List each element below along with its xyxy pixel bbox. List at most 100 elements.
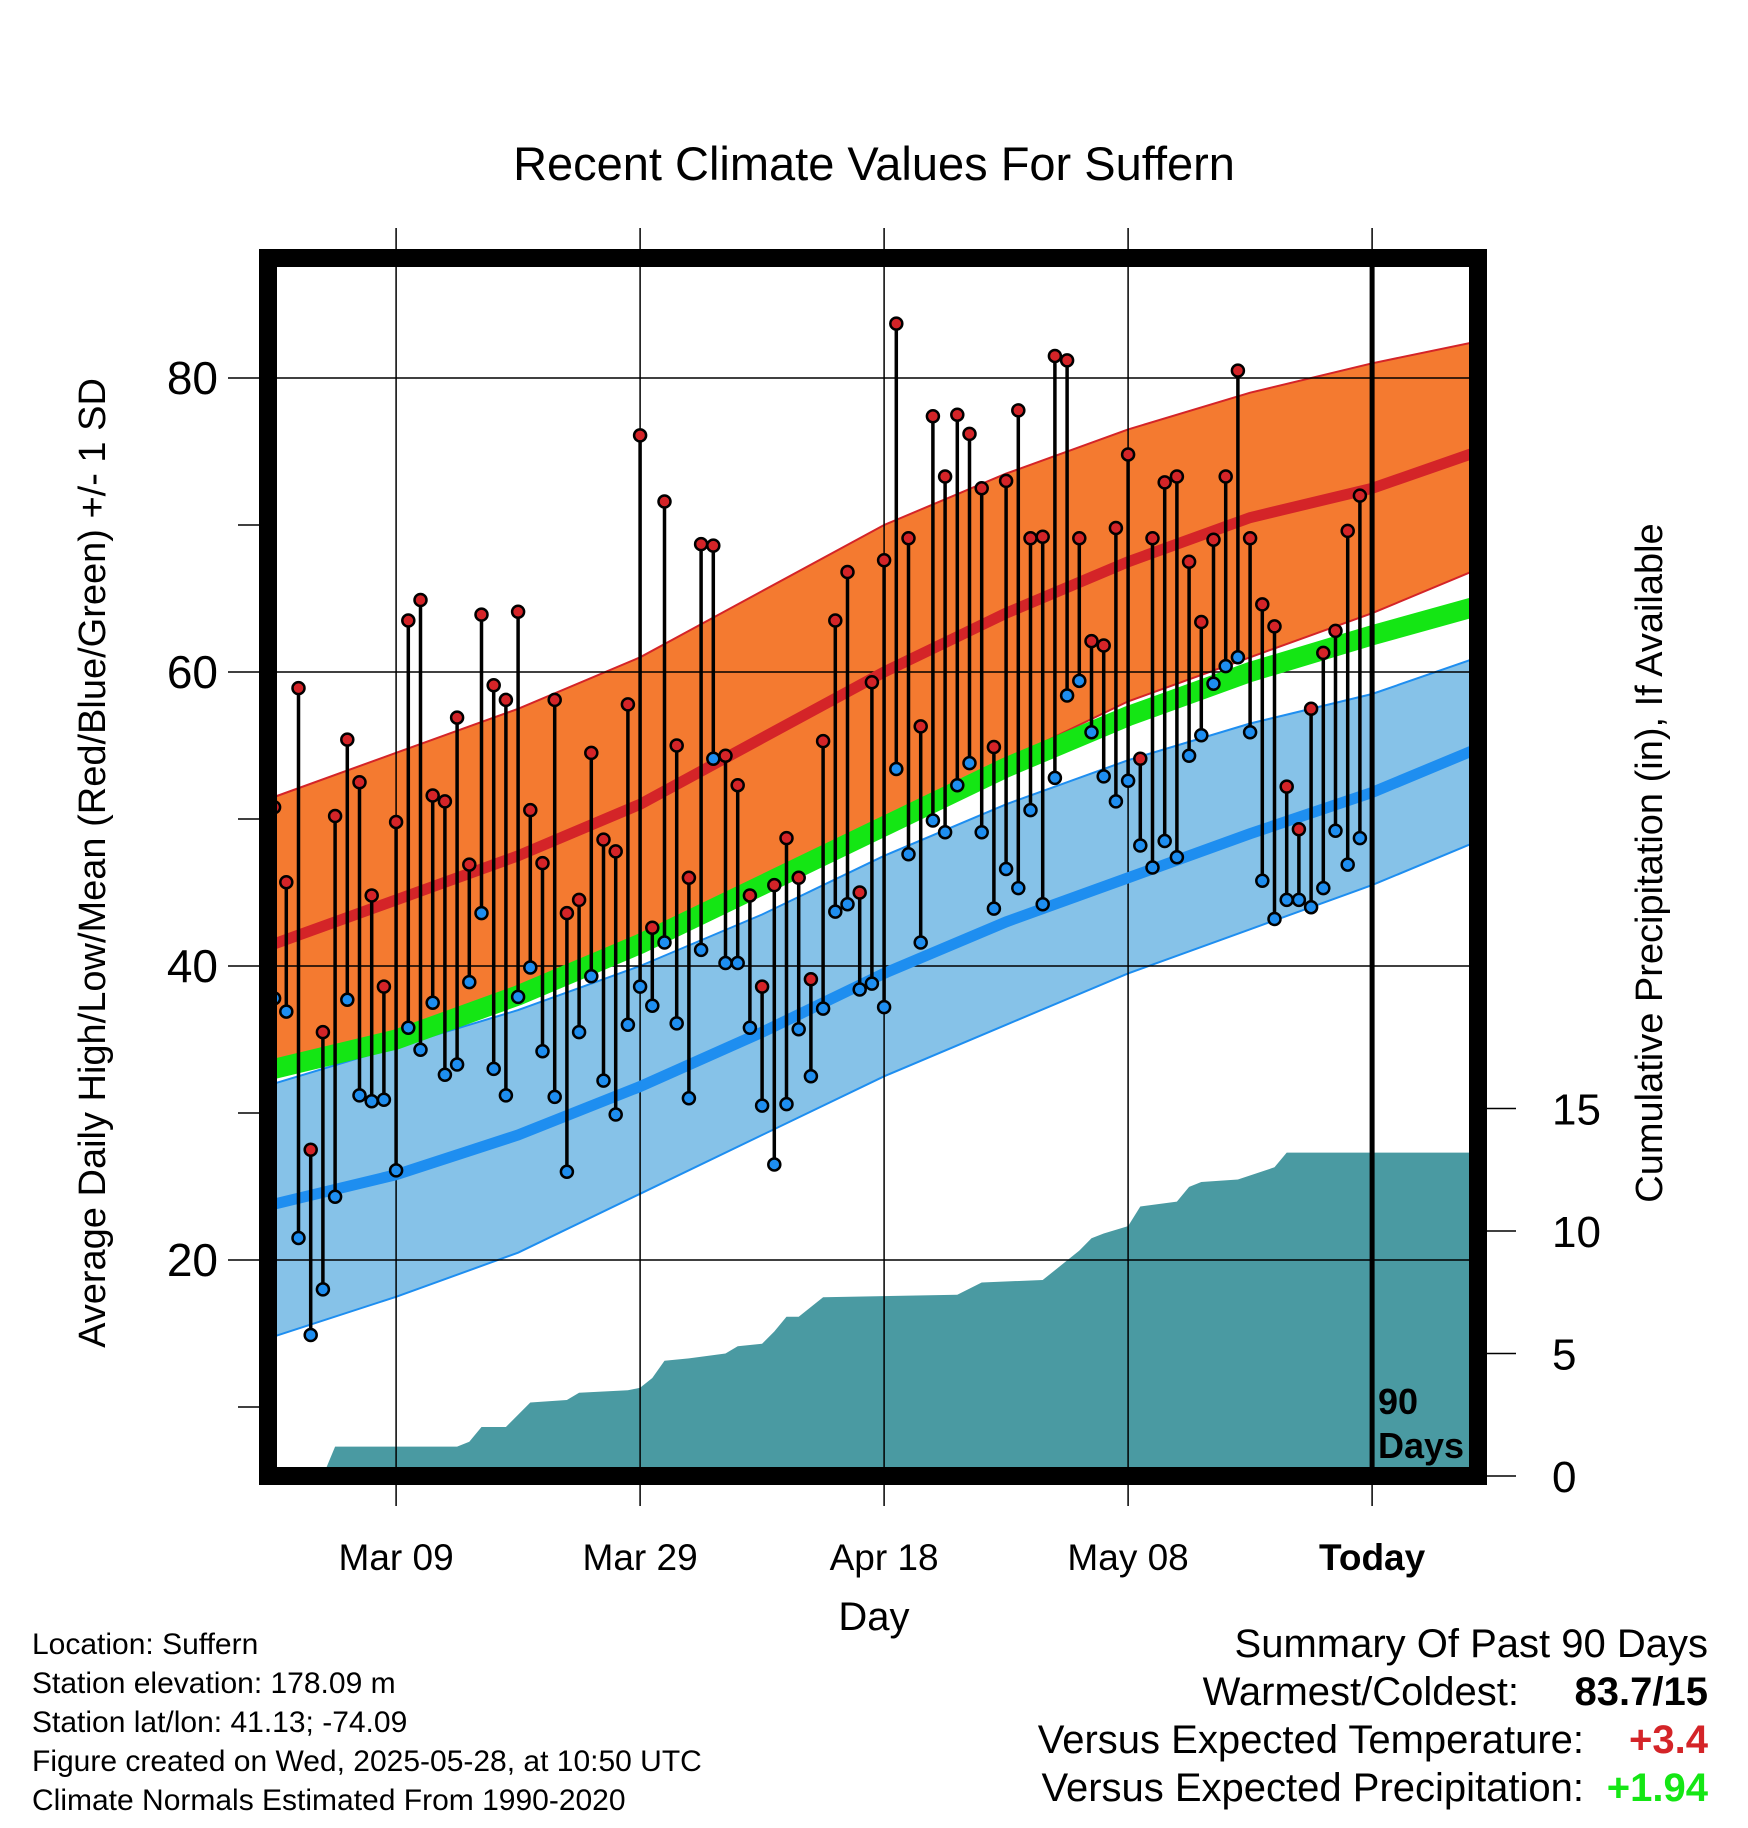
daily-low-point <box>1145 860 1160 875</box>
daily-low-point <box>303 1327 318 1343</box>
daily-high-point <box>645 920 660 936</box>
daily-low-point <box>1352 830 1368 846</box>
daily-low-point <box>693 942 709 958</box>
daily-high-point <box>974 481 989 496</box>
daily-low-point <box>376 1092 392 1108</box>
daily-high-point <box>388 814 404 830</box>
daily-high-point <box>376 979 392 994</box>
daily-high-point <box>864 675 880 690</box>
daily-high-point <box>498 692 514 708</box>
daily-high-point <box>1352 488 1368 503</box>
daily-high-point <box>828 613 843 628</box>
daily-high-point <box>669 738 684 753</box>
daily-low-point <box>730 955 745 971</box>
daily-low-point <box>1255 873 1270 888</box>
daily-low-point <box>742 1020 758 1035</box>
daily-high-point <box>1145 530 1160 546</box>
daily-high-point <box>486 677 501 693</box>
plot-area: Mar 09 Mar 29 Apr 18 May 08 Today 20 40 60 80 0 5 1… <box>167 228 1601 1578</box>
daily-high-point <box>1072 530 1087 546</box>
daily-low-point <box>559 1164 575 1180</box>
daily-low-point <box>986 901 1002 916</box>
elevation-text: Station elevation: 178.09 m <box>32 1667 396 1700</box>
daily-high-point <box>779 830 794 846</box>
precipitation-area <box>274 1152 1478 1476</box>
daily-low-point <box>474 905 489 921</box>
daily-low-point <box>1096 769 1111 784</box>
daily-low-point <box>815 1001 831 1016</box>
daily-high-point <box>596 832 611 847</box>
daily-high-point <box>632 428 648 443</box>
created-text: Figure created on Wed, 2025-05-28, at 10… <box>32 1745 702 1778</box>
y-tick-label: 60 <box>167 646 218 698</box>
daily-low-point <box>681 1091 697 1106</box>
daily-high-point <box>693 536 709 552</box>
daily-low-point <box>596 1073 611 1088</box>
daily-low-point <box>425 995 440 1010</box>
today-days-label: 90 Days <box>1378 1381 1464 1466</box>
daily-high-point <box>901 530 916 546</box>
daily-high-point <box>1035 529 1050 545</box>
plot-inner <box>268 258 1478 1476</box>
daily-low-point <box>974 824 989 840</box>
daily-low-point <box>937 824 953 840</box>
daily-low-point <box>340 992 355 1008</box>
y2-tick-label: 5 <box>1552 1331 1576 1380</box>
daily-high-point <box>559 905 575 921</box>
daily-high-point <box>291 680 306 696</box>
daily-high-point <box>462 857 477 872</box>
daily-low-point <box>1181 748 1197 764</box>
daily-low-point <box>998 861 1014 877</box>
daily-high-point <box>1133 751 1148 766</box>
daily-low-point <box>1133 838 1148 853</box>
daily-low-point <box>669 1016 684 1031</box>
daily-high-point <box>1096 638 1111 653</box>
normals-text: Climate Normals Estimated From 1990-2020 <box>32 1784 626 1817</box>
daily-high-point <box>754 979 770 994</box>
daily-low-point <box>657 935 672 950</box>
daily-high-point <box>998 473 1014 489</box>
daily-high-point <box>1206 532 1221 547</box>
today-days-label-line: Days <box>1378 1425 1464 1466</box>
daily-high-point <box>742 888 758 903</box>
y-tick-label: 40 <box>167 940 218 992</box>
daily-low-point <box>1316 880 1331 896</box>
daily-high-point <box>401 613 416 628</box>
daily-high-point <box>937 469 953 484</box>
daily-low-point <box>315 1282 331 1297</box>
daily-low-point <box>1108 794 1124 809</box>
daily-low-point <box>1011 880 1026 896</box>
daily-high-point <box>1340 523 1355 539</box>
daily-low-point <box>1340 857 1355 872</box>
summary-temp: Versus Expected Temperature: +3.4 <box>1038 1716 1708 1764</box>
daily-high-point <box>1218 469 1233 484</box>
daily-high-point <box>1328 623 1343 639</box>
daily-high-point <box>437 794 453 809</box>
daily-low-point <box>889 761 904 777</box>
daily-low-point <box>535 1044 550 1059</box>
daily-high-point <box>584 745 599 761</box>
x-tick-label: Apr 18 <box>830 1537 939 1578</box>
daily-low-point <box>608 1107 623 1122</box>
temp-delta-value: +3.4 <box>1629 1718 1708 1762</box>
daily-low-point <box>364 1093 379 1109</box>
daily-low-point <box>852 982 867 997</box>
daily-low-point <box>645 998 660 1013</box>
daily-low-point <box>571 1024 587 1040</box>
daily-high-point <box>1084 633 1099 649</box>
daily-high-point <box>1023 530 1038 546</box>
daily-low-point <box>352 1088 367 1103</box>
daily-low-point <box>1169 849 1185 865</box>
daily-low-point <box>913 935 928 950</box>
daily-high-point <box>1169 469 1185 484</box>
daily-low-point <box>437 1067 453 1083</box>
daily-low-point <box>523 960 538 975</box>
daily-high-point <box>986 739 1002 755</box>
daily-low-point <box>279 1004 294 1019</box>
daily-high-point <box>1303 701 1319 716</box>
daily-low-point <box>1023 802 1038 818</box>
daily-low-point <box>413 1042 428 1058</box>
daily-high-point <box>1255 597 1270 612</box>
daily-high-point <box>913 719 928 734</box>
daily-high-point <box>1157 475 1172 490</box>
